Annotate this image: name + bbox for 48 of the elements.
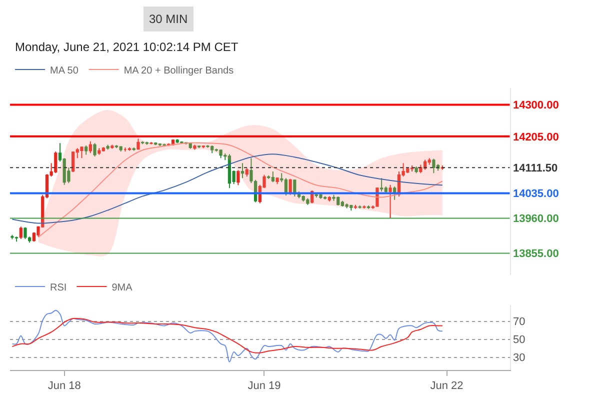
- candlestick: [10, 234, 14, 240]
- candlestick: [158, 142, 162, 147]
- y-tick-label: 13960.00: [512, 213, 559, 226]
- candlestick: [71, 152, 75, 173]
- y-tick-label: 14111.50: [512, 162, 558, 174]
- candlestick: [24, 226, 27, 240]
- y-tick-label: 14205.00: [512, 131, 559, 144]
- candlestick: [14, 236, 18, 242]
- line-series: [12, 318, 443, 354]
- candlestick: [132, 146, 136, 152]
- x-tick-label: Jun 22: [430, 380, 464, 392]
- candlestick: [80, 146, 84, 159]
- candlestick: [145, 141, 148, 146]
- legend-label: 9MA: [112, 282, 133, 294]
- candlestick: [102, 148, 106, 152]
- candlestick: [128, 146, 132, 152]
- y-tick-label: 13855.00: [512, 248, 559, 260]
- candlestick: [197, 144, 201, 149]
- y-tick-label: 14300.00: [512, 100, 559, 112]
- y-tick-label: 30: [512, 352, 526, 364]
- legend-label: MA 50: [50, 65, 79, 76]
- candlestick: [236, 170, 240, 186]
- line-series: [12, 310, 443, 362]
- candlestick: [219, 150, 222, 159]
- y-tick-label: 50: [512, 334, 526, 346]
- chart-subtitle: Monday, June 21, 2021 10:02:14 PM CET: [15, 40, 239, 54]
- line-series: [38, 142, 443, 238]
- y-tick-label: 14035.00: [512, 188, 559, 200]
- y-tick-label: 70: [512, 316, 526, 328]
- candlestick: [176, 138, 179, 144]
- x-tick-label: Jun 19: [248, 380, 281, 392]
- candlestick: [141, 140, 144, 145]
- candlestick: [54, 150, 58, 174]
- candlestick: [362, 205, 366, 210]
- candlestick: [150, 142, 153, 145]
- x-tick-label: Jun 18: [48, 380, 81, 392]
- candlestick: [154, 142, 158, 146]
- legend-label: MA 20 + Bollinger Bands: [124, 65, 234, 76]
- candlestick: [19, 226, 22, 240]
- candlestick: [202, 144, 205, 149]
- candlestick: [358, 205, 362, 210]
- line-series: [12, 154, 443, 224]
- legend-label: RSI: [50, 282, 67, 294]
- candlestick: [366, 205, 370, 210]
- chart-title: 30 MIN: [149, 12, 188, 26]
- candlestick: [267, 174, 270, 180]
- candlestick: [114, 144, 118, 149]
- candlestick: [371, 205, 374, 210]
